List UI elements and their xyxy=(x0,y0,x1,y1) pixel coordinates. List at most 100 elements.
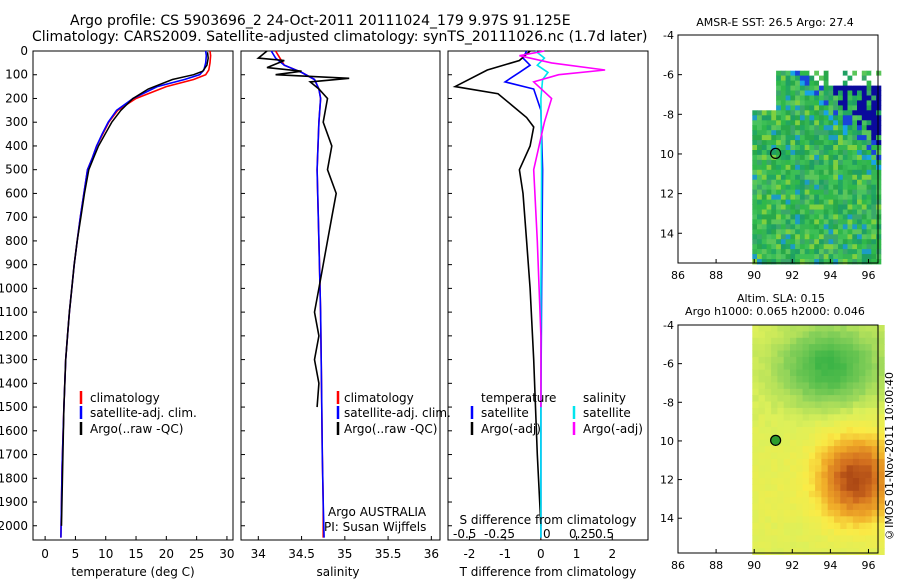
sla-grid-cell xyxy=(752,478,759,485)
sst-grid-cell xyxy=(823,140,829,146)
sla-grid-cell xyxy=(764,350,772,358)
sla-grid-cell xyxy=(827,465,835,473)
sst-grid-cell xyxy=(876,130,882,136)
sla-grid-cell xyxy=(796,484,803,492)
sst-grid-cell xyxy=(752,234,758,240)
sst-grid-cell xyxy=(790,174,796,181)
temperature-tick-label: 5 xyxy=(72,547,80,561)
sla-grid-cell xyxy=(821,369,829,377)
sst-grid-cell xyxy=(757,135,763,141)
sst-grid-cell xyxy=(804,110,810,116)
sla-grid-cell xyxy=(852,522,860,530)
sst-grid-cell xyxy=(804,239,810,245)
sst-grid-cell xyxy=(866,105,872,111)
sla-grid-cell xyxy=(777,401,785,409)
sst-grid-cell xyxy=(790,199,796,205)
sst-grid-cell xyxy=(828,125,834,131)
sst-grid-cell xyxy=(828,204,834,210)
sst-grid-cell xyxy=(876,224,882,230)
sla-grid-cell xyxy=(815,382,822,390)
sla-grid-cell xyxy=(802,522,810,530)
sla-grid-cell xyxy=(796,344,803,351)
sst-grid-cell xyxy=(876,229,882,235)
sla-grid-cell xyxy=(834,376,841,383)
sst-grid-cell xyxy=(795,135,801,141)
sla-grid-cell xyxy=(802,427,810,434)
sst-grid-cell xyxy=(771,224,777,230)
sst-grid-cell xyxy=(785,95,791,101)
sst-grid-cell xyxy=(847,179,853,186)
sst-grid-cell xyxy=(757,229,763,235)
sla-grid-cell xyxy=(821,439,829,447)
sst-grid-cell xyxy=(799,85,806,91)
sla-grid-cell xyxy=(865,439,873,447)
sst-grid-cell xyxy=(857,90,863,96)
sst-grid-cell xyxy=(876,204,882,210)
sst-grid-cell xyxy=(861,120,867,126)
sst-grid-cell xyxy=(804,145,810,151)
sst-grid-cell xyxy=(852,140,858,146)
sla-grid-cell xyxy=(771,490,778,498)
sst-grid-cell xyxy=(766,199,772,205)
sla-grid-cell xyxy=(777,376,785,383)
sst-grid-cell xyxy=(833,135,839,141)
sst-grid-cell xyxy=(790,115,796,121)
sla-grid-cell xyxy=(764,471,772,479)
sst-grid-cell xyxy=(752,120,758,126)
sla-grid-cell xyxy=(758,484,766,492)
sla-grid-cell xyxy=(790,548,797,555)
sla-grid-cell xyxy=(758,490,766,498)
sla-grid-cell xyxy=(834,350,841,358)
sst-grid-cell xyxy=(866,135,872,141)
sla-grid-cell xyxy=(808,356,816,364)
sla-grid-cell xyxy=(852,509,860,517)
sla-grid-cell xyxy=(783,414,791,422)
sst-grid-cell xyxy=(857,75,863,81)
sst-grid-cell xyxy=(804,135,810,141)
sst-grid-cell xyxy=(809,244,815,250)
sst-grid-cell xyxy=(795,85,801,91)
sst-grid-cell xyxy=(809,194,815,200)
sst-grid-cell xyxy=(861,80,867,86)
sst-grid-cell xyxy=(833,130,839,136)
sla-grid-cell xyxy=(815,471,822,479)
sla-grid-cell xyxy=(859,388,866,396)
sst-grid-cell xyxy=(828,209,834,215)
sst-grid-cell xyxy=(871,234,877,240)
sst-grid-cell xyxy=(857,214,863,220)
sst-grid-cell xyxy=(766,179,772,186)
sst-grid-cell xyxy=(852,194,858,200)
sst-grid-cell xyxy=(828,194,834,200)
sla-grid-cell xyxy=(815,388,822,396)
sla-grid-cell xyxy=(783,433,791,441)
sst-grid-cell xyxy=(819,70,825,77)
sst-grid-cell xyxy=(866,174,872,181)
sla-grid-cell xyxy=(871,516,879,524)
sst-grid-cell xyxy=(790,70,796,77)
sst-grid-cell xyxy=(771,189,777,195)
sst-grid-cell xyxy=(871,209,877,215)
sla-grid-cell xyxy=(783,548,791,555)
sst-grid-cell xyxy=(785,194,791,200)
sla-grid-cell xyxy=(790,356,797,364)
sst-grid-cell xyxy=(809,179,815,186)
sla-grid-cell xyxy=(852,401,860,409)
sla-grid-cell xyxy=(752,350,759,358)
sst-grid-cell xyxy=(842,115,848,121)
sla-grid-cell xyxy=(840,478,847,485)
sla-grid-cell xyxy=(834,427,841,434)
sla-grid-cell xyxy=(790,344,797,351)
sst-grid-cell xyxy=(814,239,820,245)
sla-grid-cell xyxy=(790,407,797,415)
t-difference-label: T difference from climatology xyxy=(459,565,637,579)
sla-grid-cell xyxy=(790,446,797,453)
sla-grid-cell xyxy=(815,529,822,536)
sst-grid-cell xyxy=(780,140,787,146)
map-lat-label: -4 xyxy=(663,319,674,332)
sst-grid-cell xyxy=(838,154,844,161)
sst-grid-cell xyxy=(871,140,877,146)
sla-grid-cell xyxy=(783,350,791,358)
sst-grid-cell xyxy=(790,164,796,171)
sla-grid-cell xyxy=(790,395,797,402)
sla-grid-cell xyxy=(777,478,785,485)
